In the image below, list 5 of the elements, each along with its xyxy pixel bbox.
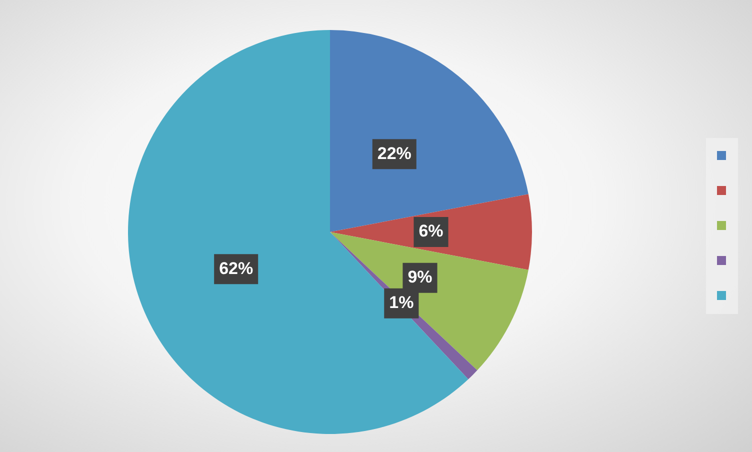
data-label: 1% xyxy=(389,293,414,312)
data-label: 62% xyxy=(219,258,254,278)
data-label: 9% xyxy=(408,268,432,287)
data-label: 6% xyxy=(418,222,444,241)
data-label: 22% xyxy=(377,144,412,163)
